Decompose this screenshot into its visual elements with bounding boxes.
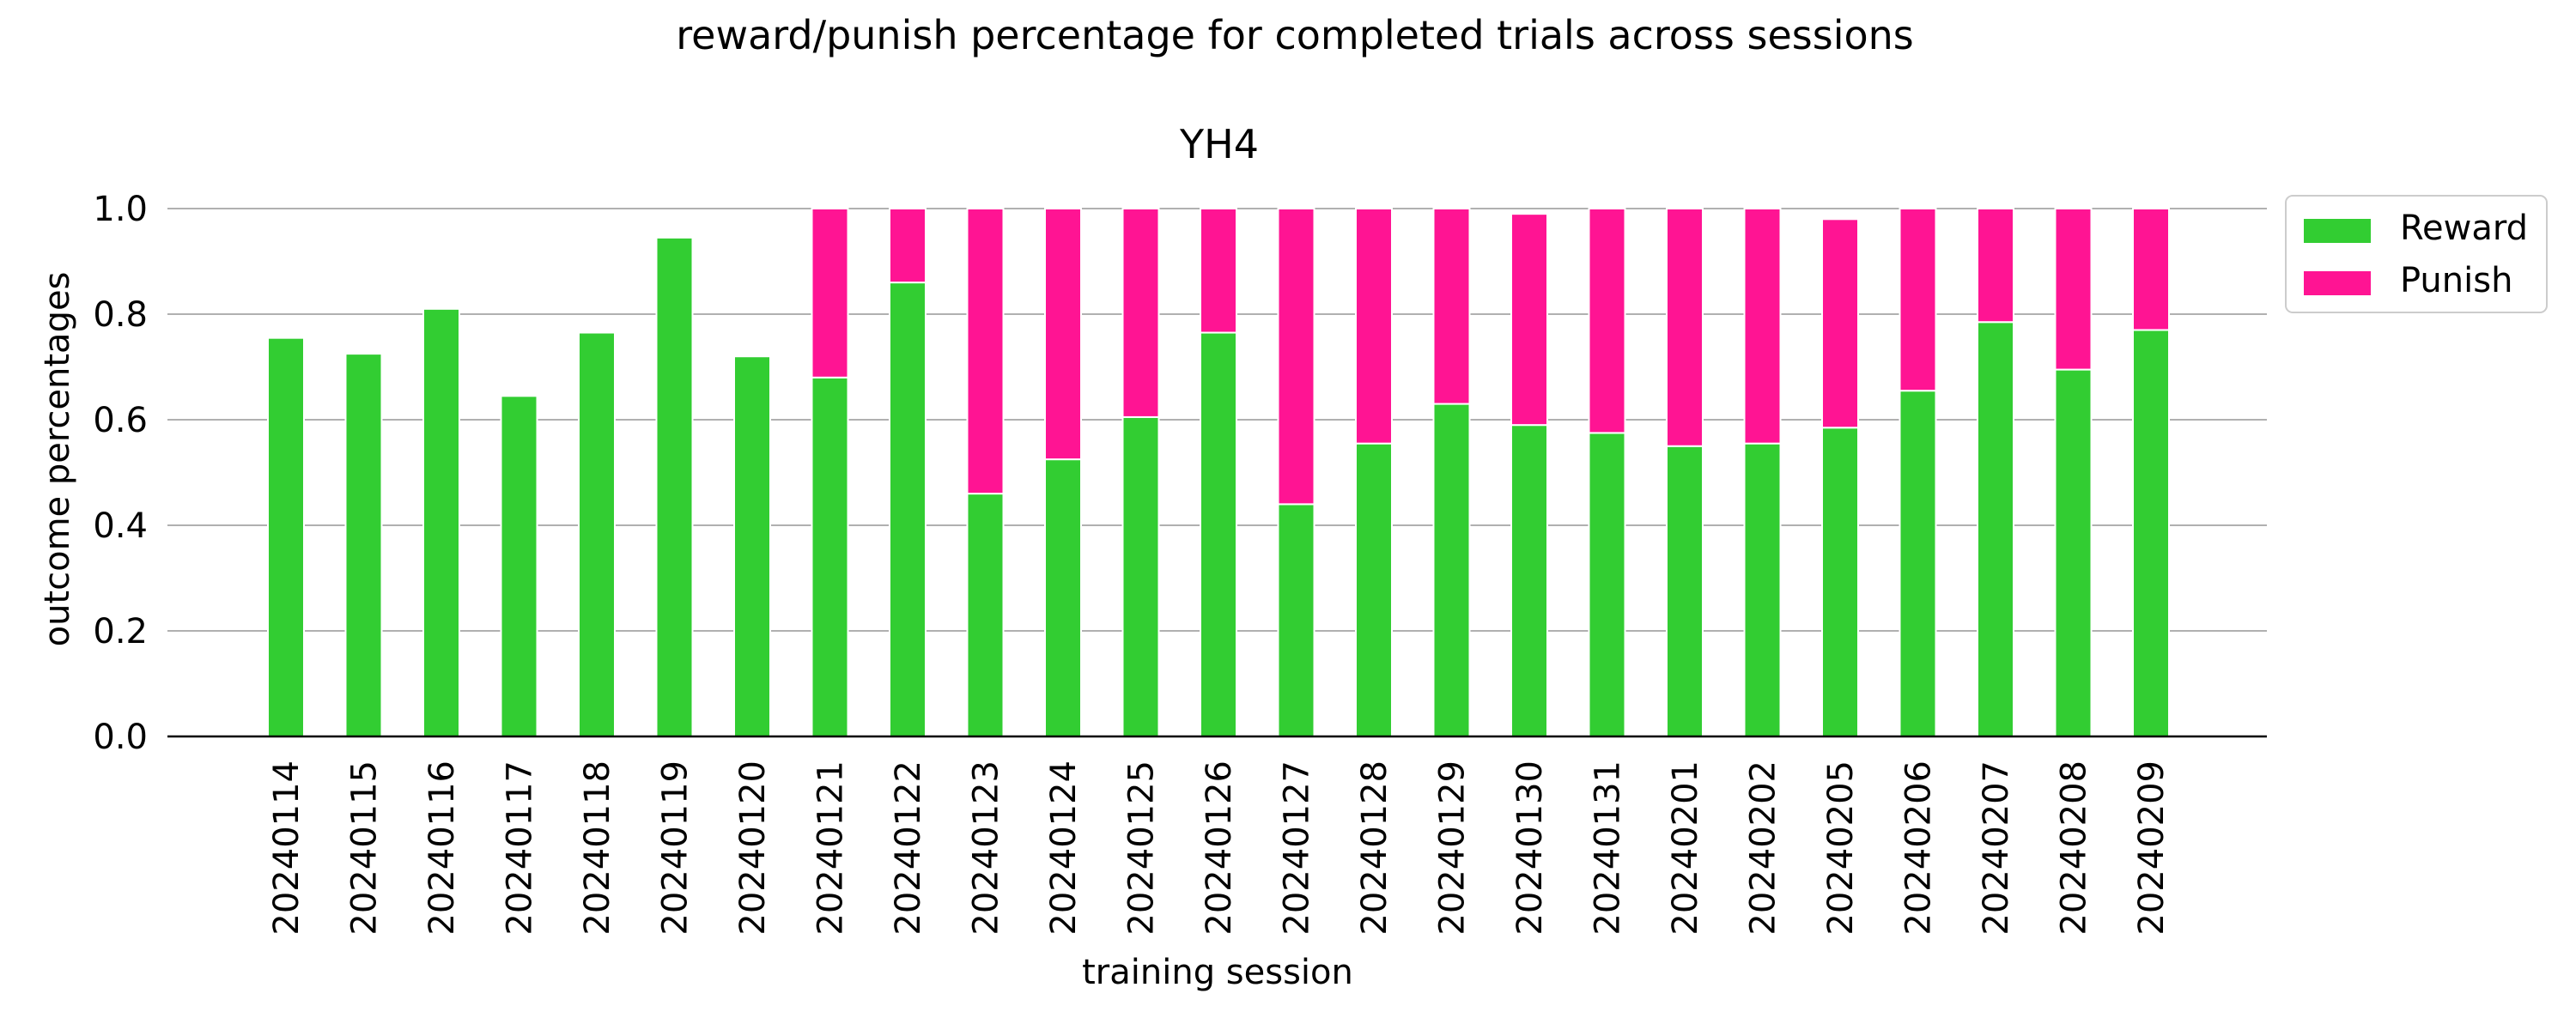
bar-reward-20240126 bbox=[1200, 331, 1237, 737]
bar-reward-20240115 bbox=[344, 353, 383, 737]
bar-reward-20240127 bbox=[1277, 503, 1315, 738]
bar-punish-20240124 bbox=[1044, 208, 1082, 461]
x-tick-label: 20240120 bbox=[733, 760, 773, 936]
x-tick-label: 20240114 bbox=[267, 760, 307, 936]
bar-reward-20240202 bbox=[1743, 442, 1782, 737]
x-tick-label: 20240207 bbox=[1977, 760, 2016, 936]
bar-punish-20240125 bbox=[1121, 208, 1160, 418]
bar-reward-20240122 bbox=[889, 282, 927, 738]
bar-punish-20240129 bbox=[1432, 208, 1471, 405]
bar-punish-20240206 bbox=[1899, 208, 1937, 392]
y-axis-label: outcome percentages bbox=[38, 272, 77, 647]
bar-reward-20240207 bbox=[1977, 321, 2014, 737]
x-tick-label: 20240127 bbox=[1278, 760, 1317, 936]
x-tick-label: 20240130 bbox=[1510, 760, 1550, 936]
bar-reward-20240206 bbox=[1899, 390, 1937, 737]
bar-punish-20240131 bbox=[1588, 208, 1626, 434]
x-tick-label: 20240206 bbox=[1899, 760, 1939, 936]
x-axis-label: training session bbox=[1082, 953, 1353, 992]
bar-reward-20240205 bbox=[1821, 427, 1859, 737]
x-tick-label: 20240208 bbox=[2055, 760, 2094, 936]
bar-reward-20240125 bbox=[1121, 415, 1160, 737]
bar-punish-20240126 bbox=[1200, 208, 1237, 334]
bar-punish-20240130 bbox=[1510, 213, 1548, 427]
x-tick-label: 20240121 bbox=[811, 760, 851, 936]
x-tick-label: 20240202 bbox=[1744, 760, 1783, 936]
y-tick-labels: 0.0 0.2 0.4 0.6 0.8 1.0 bbox=[93, 190, 148, 757]
x-tick-label: 20240124 bbox=[1044, 760, 1084, 936]
y-tick-label: 0.8 bbox=[93, 295, 148, 335]
bar-reward-20240128 bbox=[1355, 442, 1393, 737]
x-tick-label: 20240129 bbox=[1433, 760, 1473, 936]
chart-title: YH4 bbox=[1179, 121, 1259, 167]
bar-reward-20240118 bbox=[578, 331, 616, 737]
bar-punish-20240208 bbox=[2054, 208, 2093, 371]
y-tick-label: 0.6 bbox=[93, 401, 148, 440]
bar-reward-20240119 bbox=[655, 236, 694, 737]
bar-punish-20240205 bbox=[1821, 218, 1859, 429]
y-tick-label: 0.4 bbox=[93, 506, 148, 546]
legend-label-reward: Reward bbox=[2400, 209, 2528, 248]
x-tick-labels: 20240114 20240115 20240116 20240117 20240118… bbox=[267, 760, 2172, 936]
bar-punish-20240127 bbox=[1277, 208, 1315, 506]
bar-reward-20240117 bbox=[500, 395, 538, 737]
bar-reward-20240131 bbox=[1588, 432, 1626, 737]
bar-reward-20240124 bbox=[1044, 458, 1082, 737]
bar-punish-20240207 bbox=[1977, 208, 2014, 324]
bars bbox=[267, 208, 2170, 738]
bar-reward-20240123 bbox=[966, 493, 1005, 737]
bar-punish-20240121 bbox=[811, 208, 849, 379]
legend: Reward Punish bbox=[2285, 195, 2548, 313]
x-tick-label: 20240115 bbox=[345, 760, 385, 936]
x-tick-label: 20240201 bbox=[1666, 760, 1705, 936]
bar-punish-20240123 bbox=[966, 208, 1005, 495]
x-tick-label: 20240118 bbox=[578, 760, 617, 936]
bar-punish-20240122 bbox=[889, 208, 927, 284]
x-tick-label: 20240205 bbox=[1821, 760, 1861, 936]
y-tick-label: 0.2 bbox=[93, 612, 148, 651]
bar-reward-20240114 bbox=[267, 336, 305, 737]
x-tick-label: 20240119 bbox=[656, 760, 696, 936]
x-tick-label: 20240125 bbox=[1122, 760, 1162, 936]
bar-reward-20240201 bbox=[1666, 445, 1704, 737]
bar-punish-20240128 bbox=[1355, 208, 1393, 445]
bar-punish-20240202 bbox=[1743, 208, 1782, 445]
bar-reward-20240208 bbox=[2054, 368, 2093, 737]
y-tick-label: 0.0 bbox=[93, 718, 148, 757]
x-tick-label: 20240128 bbox=[1355, 760, 1394, 936]
bar-reward-20240129 bbox=[1432, 403, 1471, 737]
bar-punish-20240201 bbox=[1666, 208, 1704, 447]
legend-swatch-reward bbox=[2304, 219, 2371, 243]
x-tick-label: 20240117 bbox=[501, 760, 540, 936]
bar-reward-20240130 bbox=[1510, 424, 1548, 737]
x-tick-label: 20240123 bbox=[967, 760, 1006, 936]
bar-reward-20240116 bbox=[422, 307, 460, 737]
x-tick-label: 20240122 bbox=[889, 760, 928, 936]
bar-reward-20240121 bbox=[811, 376, 849, 737]
x-tick-label: 20240209 bbox=[2132, 760, 2172, 936]
bar-punish-20240209 bbox=[2132, 208, 2170, 331]
x-tick-label: 20240126 bbox=[1200, 760, 1239, 936]
bar-reward-20240120 bbox=[733, 355, 771, 737]
x-tick-label: 20240116 bbox=[422, 760, 462, 936]
y-tick-label: 1.0 bbox=[93, 190, 148, 229]
legend-label-punish: Punish bbox=[2400, 261, 2512, 300]
bar-reward-20240209 bbox=[2132, 329, 2170, 737]
chart-suptitle: reward/punish percentage for completed t… bbox=[676, 12, 1914, 58]
x-tick-label: 20240131 bbox=[1589, 760, 1628, 936]
legend-swatch-punish bbox=[2304, 271, 2371, 295]
